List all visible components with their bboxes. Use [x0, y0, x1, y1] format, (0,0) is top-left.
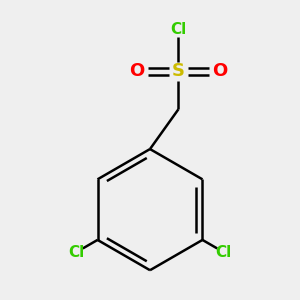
Text: S: S	[172, 62, 185, 80]
Text: Cl: Cl	[68, 245, 84, 260]
Text: O: O	[212, 62, 228, 80]
Text: Cl: Cl	[170, 22, 187, 37]
Text: O: O	[129, 62, 144, 80]
Text: Cl: Cl	[216, 245, 232, 260]
